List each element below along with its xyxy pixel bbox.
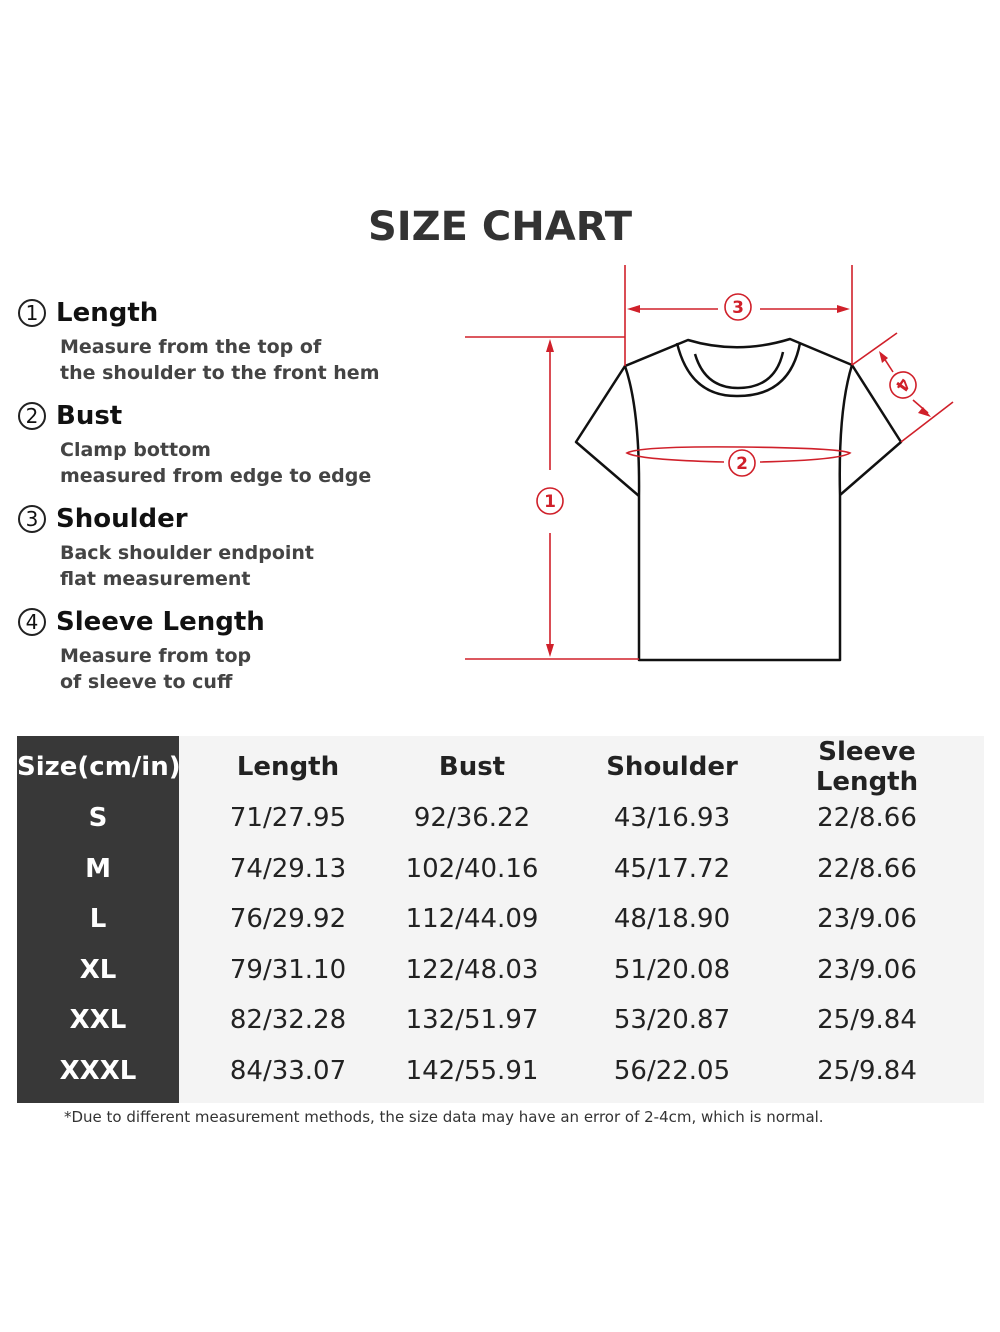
guide-desc-line: Back shoulder endpoint [60, 542, 315, 564]
number-badge: 4 [18, 608, 46, 636]
table-cell: 56/22.05 [613, 1055, 731, 1086]
table-cell: 79/31.10 [229, 954, 347, 985]
table-cell: 22/8.66 [817, 853, 917, 884]
guide-label: Bust [56, 401, 123, 431]
marker-label: 2 [736, 454, 748, 474]
guide-label: Sleeve Length [56, 607, 265, 637]
marker-2: 2 [728, 449, 756, 477]
table-cell: 112/44.09 [405, 904, 539, 934]
guide-item-bust: 2 Bust Clamp bottom measured from edge to … [18, 399, 438, 489]
number-badge: 3 [18, 505, 46, 533]
marker-1: 1 [536, 487, 564, 515]
table-cell: 74/29.13 [229, 853, 347, 884]
table-row: M 74/29.13 102/40.16 45/17.72 22/8.66 [17, 844, 984, 894]
table-cell: 25/9.84 [817, 1055, 917, 1086]
marker-label: 3 [732, 298, 744, 318]
table-cell: 122/48.03 [405, 954, 539, 985]
guide-desc-line: measured from edge to edge [60, 465, 372, 487]
guide-label: Length [56, 298, 159, 328]
guide-desc-line: Clamp bottom [60, 439, 211, 461]
table-cell: XL [79, 954, 117, 985]
table-cell: XXXL [59, 1055, 137, 1086]
table-cell: 102/40.16 [405, 853, 539, 884]
number-badge: 1 [18, 299, 46, 327]
table-cell: L [89, 904, 107, 934]
size-table: Size(cm/in) Length Bust Shoulder Sleeve Leng… [17, 736, 984, 1103]
table-header: Size(cm/in) Length Bust Shoulder Sleeve Leng… [17, 737, 984, 797]
guide-label: Shoulder [56, 504, 188, 534]
table-cell: 45/17.72 [613, 853, 731, 884]
table-cell: 48/18.90 [613, 904, 731, 934]
guide-desc-line: the shoulder to the front hem [60, 362, 380, 384]
table-row: XXL 82/32.28 132/51.97 53/20.87 25/9.84 [17, 995, 984, 1045]
table-row: S 71/27.95 92/36.22 43/16.93 22/8.66 [17, 793, 984, 843]
size-column-background [17, 736, 179, 1103]
table-cell: M [85, 853, 111, 884]
table-cell: 23/9.06 [817, 954, 917, 985]
table-cell: 53/20.87 [613, 1005, 731, 1035]
table-cell: 132/51.97 [405, 1005, 539, 1035]
table-cell: XXL [69, 1005, 127, 1035]
guide-item-length: 1 Length Measure from the top of the shoul… [18, 296, 438, 386]
table-row: XXXL 84/33.07 142/55.91 56/22.05 25/9.84 [17, 1046, 984, 1096]
table-cell: 22/8.66 [817, 803, 917, 833]
table-cell: 82/32.28 [229, 1005, 347, 1035]
table-cell: 43/16.93 [613, 803, 731, 833]
table-cell: 84/33.07 [229, 1055, 347, 1086]
table-row: L 76/29.92 112/44.09 48/18.90 23/9.06 [17, 894, 984, 944]
guide-item-sleeve-length: 4 Sleeve Length Measure from top of sleeve… [18, 605, 438, 695]
page-title: SIZE CHART [367, 204, 633, 250]
marker-3: 3 [724, 293, 752, 321]
tshirt-outline [574, 337, 903, 662]
guide-desc-line: flat measurement [60, 568, 251, 590]
tshirt-diagram: 1 2 3 4 [465, 265, 954, 662]
marker-label: 1 [544, 492, 556, 512]
measurement-lines [465, 265, 954, 660]
table-cell: S [88, 803, 108, 833]
table-cell: 76/29.92 [229, 904, 347, 934]
table-cell: 92/36.22 [413, 803, 531, 833]
guide-desc-line: Measure from the top of [60, 336, 322, 358]
table-cell: 23/9.06 [817, 904, 917, 934]
table-cell: 71/27.95 [229, 803, 347, 833]
table-cell: 142/55.91 [405, 1055, 539, 1086]
guide-desc-line: Measure from top [60, 645, 252, 667]
table-cell: Length [236, 752, 340, 782]
guide-item-shoulder: 3 Shoulder Back shoulder endpoint flat mea… [18, 502, 438, 592]
table-row: XL 79/31.10 122/48.03 51/20.08 23/9.06 [17, 945, 984, 995]
table-cell: Shoulder [606, 752, 738, 782]
guide-desc-line: of sleeve to cuff [60, 671, 233, 693]
table-cell: Bust [438, 752, 506, 782]
table-cell: Sleeve Length [815, 737, 919, 797]
measurement-note: *Due to different measurement methods, t… [64, 1108, 824, 1126]
table-cell: 51/20.08 [613, 954, 731, 985]
number-badge: 2 [18, 402, 46, 430]
marker-4: 4 [889, 371, 917, 399]
table-cell: Size(cm/in) [17, 752, 181, 782]
table-cell: 25/9.84 [817, 1005, 917, 1035]
